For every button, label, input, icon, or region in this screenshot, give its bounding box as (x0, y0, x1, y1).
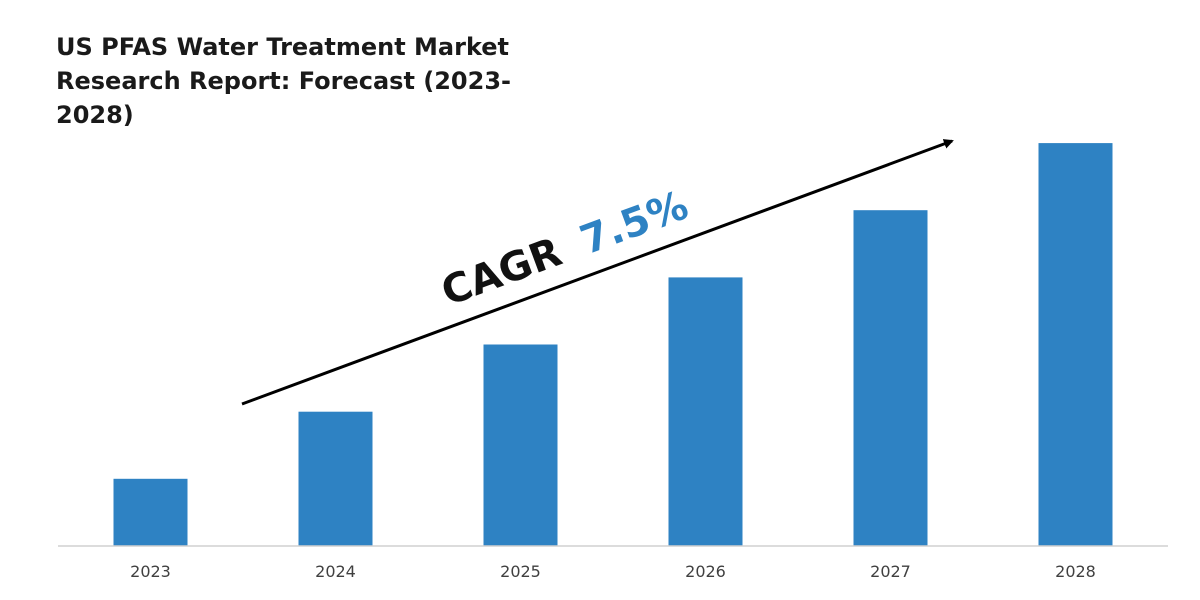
x-tick-2025: 2025 (500, 562, 541, 581)
cagr-annotation: CAGR 7.5% (241, 139, 954, 406)
chart-title: US PFAS Water Treatment Market Research … (56, 33, 511, 129)
bar-2026 (668, 277, 743, 546)
x-tick-2027: 2027 (870, 562, 911, 581)
x-tick-2023: 2023 (130, 562, 171, 581)
cagr-prefix: CAGR (436, 229, 568, 315)
bar-2027 (853, 210, 928, 546)
bar-2024 (298, 411, 373, 546)
trend-arrow (241, 139, 954, 406)
bar-2028 (1038, 143, 1113, 546)
cagr-value: 7.5% (574, 182, 694, 264)
x-tick-labels: 2023 2024 2025 2026 2027 2028 (130, 562, 1096, 581)
x-tick-2026: 2026 (685, 562, 726, 581)
bars-group (113, 143, 1113, 546)
bar-2023 (113, 478, 188, 546)
x-tick-2028: 2028 (1055, 562, 1096, 581)
bar-2025 (483, 344, 558, 546)
cagr-label: CAGR 7.5% (436, 182, 695, 315)
x-tick-2024: 2024 (315, 562, 356, 581)
